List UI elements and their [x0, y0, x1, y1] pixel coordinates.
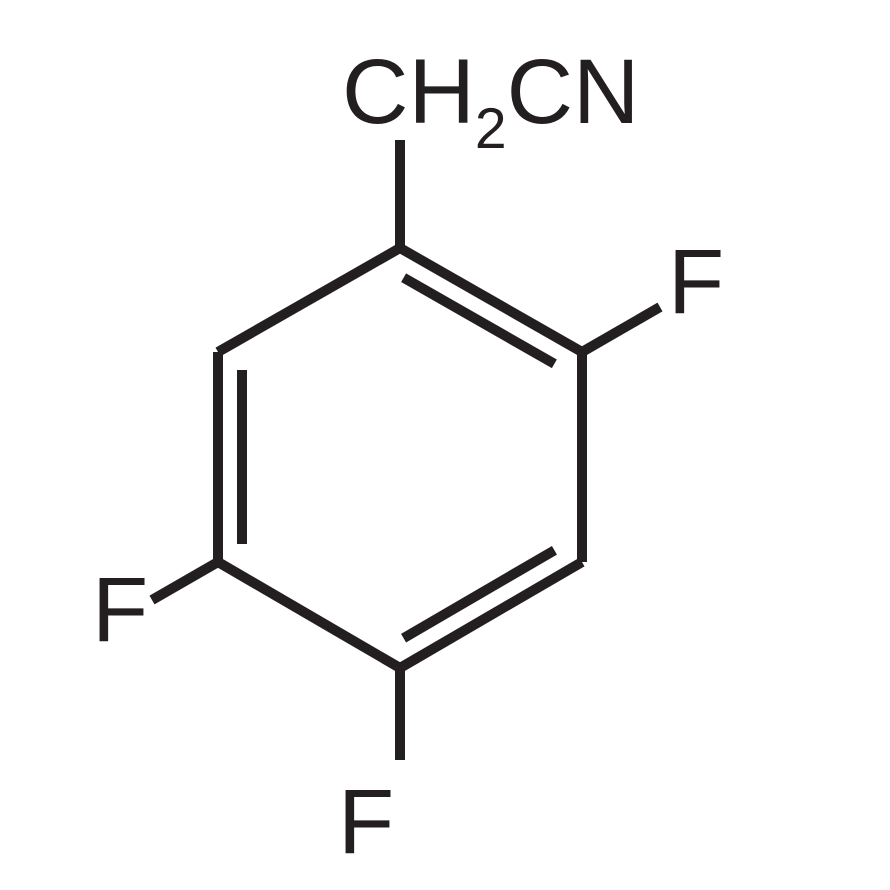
fluorine-bottom-label: F	[338, 770, 394, 875]
ch2cn-label: CH2CN	[342, 40, 640, 156]
fluorine-left-label: F	[92, 558, 148, 663]
fluorine-right-label: F	[668, 230, 724, 335]
